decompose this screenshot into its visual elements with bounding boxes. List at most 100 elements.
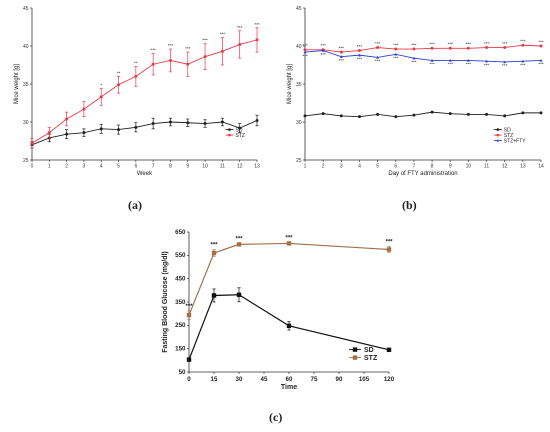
b-significance-annotation-top: ***: [375, 41, 381, 46]
c-significance-annotation: ***: [210, 243, 218, 249]
a-legend-label: SD: [236, 127, 243, 133]
c-x-tick-label: 0: [187, 376, 191, 383]
b-point: [521, 43, 525, 47]
a-significance-annotation: ***: [237, 25, 243, 30]
b-point: [503, 46, 507, 50]
a-point: [238, 126, 242, 130]
chart-panel-b: 25 30 35 40 45 1 2 3 4 5 6 7 8 9 10 11 12 13 14 Day of FTY …: [275, 0, 550, 216]
c-point: [386, 347, 392, 353]
b-point: [357, 53, 361, 57]
a-point: [117, 83, 121, 87]
b-x-tick-label: 12: [502, 164, 508, 170]
b-legend-label: STZ+FTY: [504, 138, 526, 144]
a-significance-annotation: ***: [220, 32, 226, 37]
b-y-tick-label: 35: [296, 82, 302, 88]
panel-a-label: (a): [128, 198, 142, 212]
b-significance-annotation-bottom: ***: [448, 62, 454, 67]
a-point: [168, 58, 172, 62]
a-significance-annotation: **: [117, 70, 121, 75]
b-significance-annotation-top: ***: [302, 43, 308, 48]
a-point: [65, 132, 69, 136]
a-significance-annotation: *: [100, 83, 102, 88]
c-y-tick-label: 250: [175, 322, 186, 329]
b-significance-annotation-top: ***: [339, 45, 345, 50]
b-point: [485, 112, 489, 116]
panel-c-label: (c): [269, 410, 283, 424]
b-x-tick-label: 4: [358, 164, 361, 170]
a-point: [47, 131, 51, 135]
b-point: [466, 58, 470, 62]
c-series-line-1: [188, 242, 390, 316]
c-y-tick-label: 550: [175, 252, 186, 259]
a-x-tick-label: 9: [186, 164, 189, 170]
b-x-tick-label: 7: [413, 164, 416, 170]
b-point: [485, 59, 489, 63]
a-point: [168, 120, 172, 124]
b-point: [394, 47, 398, 51]
b-series-line-2: [304, 50, 542, 63]
c-legend-marker: [352, 347, 358, 352]
a-point: [117, 128, 121, 132]
c-x-tick-label: 30: [236, 376, 243, 383]
c-x-axis-label: Time: [281, 384, 297, 391]
a-point: [186, 62, 190, 66]
a-x-tick-label: 10: [202, 164, 208, 170]
b-x-tick-label: 6: [394, 164, 397, 170]
b-point: [339, 50, 343, 54]
panel-b-label: (b): [402, 198, 417, 212]
b-point: [521, 111, 525, 115]
b-significance-annotation-top: ***: [320, 43, 326, 48]
b-significance-annotation-top: ***: [448, 42, 454, 47]
c-y-tick-label: 450: [175, 275, 186, 282]
a-x-tick-label: 4: [100, 164, 103, 170]
b-legend-marker: [496, 133, 500, 137]
a-point: [99, 127, 103, 131]
b-point: [357, 115, 361, 119]
a-legend-marker: [228, 128, 231, 131]
a-y-tick-label: 45: [23, 6, 29, 12]
c-y-tick-label: 650: [175, 229, 186, 236]
a-x-tick-label: 1: [48, 164, 51, 170]
b-significance-annotation-top: ***: [520, 39, 526, 44]
a-point: [65, 117, 69, 121]
a-x-tick-label: 12: [237, 164, 243, 170]
c-significance-annotation: ***: [235, 236, 243, 242]
b-y-tick-label: 25: [296, 158, 302, 164]
b-y-tick-label: 45: [296, 6, 302, 12]
c-x-tick-label: 120: [384, 376, 395, 383]
b-point: [321, 112, 325, 116]
b-point: [321, 49, 325, 52]
a-significance-annotation: ***: [185, 46, 191, 51]
b-significance-annotation-bottom: ***: [320, 52, 326, 57]
b-point: [466, 112, 470, 116]
a-significance-annotation: ***: [202, 38, 208, 43]
b-significance-annotation-bottom: ***: [466, 62, 472, 67]
c-x-tick-label: 75: [311, 376, 318, 383]
b-point: [485, 46, 489, 50]
a-point: [238, 42, 242, 46]
b-x-tick-label: 10: [466, 164, 472, 170]
b-series-line-1: [305, 44, 542, 53]
chart-panel-c: 50 150 250 350 450 550 650 0 15 30 45 60 75 90 105 120 T…: [137, 226, 413, 432]
b-significance-annotation-bottom: ***: [484, 62, 490, 67]
b-point: [376, 55, 380, 59]
a-point: [99, 95, 103, 99]
a-significance-annotation: **: [134, 61, 138, 66]
b-point: [448, 46, 452, 50]
c-significance-annotation: ***: [385, 240, 393, 246]
a-significance-annotation: ***: [254, 22, 260, 27]
b-point: [539, 111, 543, 115]
c-legend-label: STZ: [364, 355, 378, 362]
b-y-axis-label: Mice weight [g]: [287, 64, 293, 104]
b-point: [430, 46, 434, 50]
b-point: [303, 48, 307, 52]
b-significance-annotation-top: ***: [357, 44, 363, 49]
b-legend-marker: [496, 128, 500, 131]
b-point: [394, 52, 398, 56]
b-x-tick-label: 9: [449, 164, 452, 170]
c-point: [211, 293, 217, 298]
a-point: [220, 49, 224, 53]
b-point: [412, 113, 416, 117]
a-x-tick-label: 8: [169, 164, 172, 170]
b-series-line-0: [304, 111, 541, 118]
